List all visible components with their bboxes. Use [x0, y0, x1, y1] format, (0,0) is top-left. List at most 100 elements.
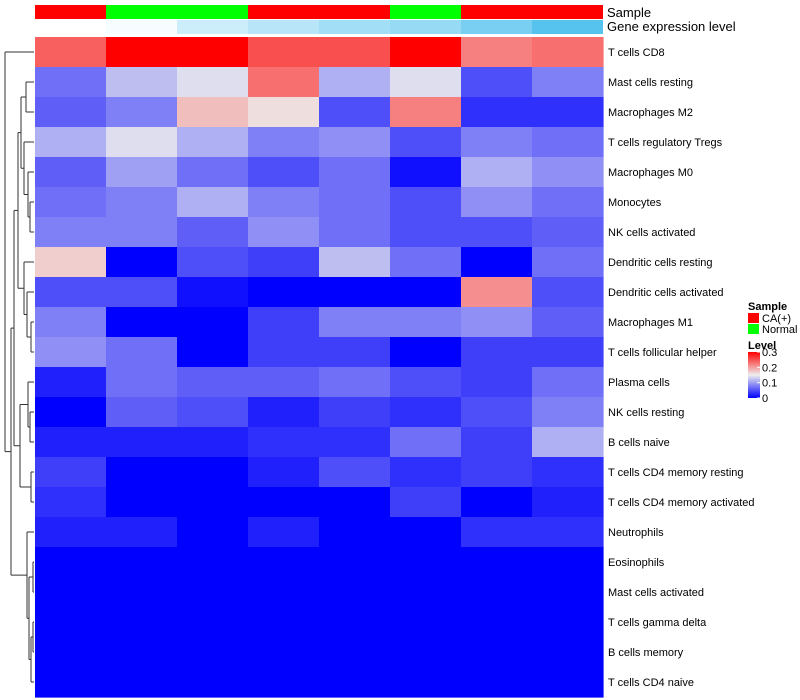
heatmap-cell: [319, 607, 391, 638]
heatmap-cell: [106, 517, 178, 548]
heatmap-cell: [177, 367, 249, 398]
sample-annotation-cell: [319, 5, 390, 19]
heatmap-cell: [106, 397, 178, 428]
heatmap-cell: [177, 487, 249, 518]
level-colorbar: [748, 352, 760, 398]
heatmap-cell: [319, 457, 391, 488]
heatmap-cell: [390, 247, 462, 278]
heatmap-cell: [35, 127, 107, 158]
heatmap-cell: [461, 307, 533, 338]
heatmap-cell: [461, 397, 533, 428]
heatmap-cell: [248, 427, 320, 458]
sample-annotation-cell: [532, 5, 603, 19]
gene-expression-annotation-label: Gene expression level: [607, 19, 736, 34]
heatmap-cell: [319, 67, 391, 98]
heatmap-cell: [532, 37, 604, 68]
heatmap-cell: [390, 97, 462, 128]
sample-legend-label: CA(+): [762, 313, 791, 325]
heatmap-cell: [461, 667, 533, 698]
heatmap-cell: [248, 487, 320, 518]
heatmap-cell: [532, 577, 604, 608]
heatmap-cell: [248, 367, 320, 398]
heatmap-cell: [35, 37, 107, 68]
heatmap-cell: [461, 67, 533, 98]
row-label: Plasma cells: [608, 377, 670, 389]
heatmap-cell: [319, 247, 391, 278]
heatmap-cell: [106, 457, 178, 488]
heatmap-cell: [35, 607, 107, 638]
heatmap-cell: [390, 67, 462, 98]
heatmap-cell: [106, 247, 178, 278]
heatmap-cell: [461, 367, 533, 398]
heatmap-cell: [390, 517, 462, 548]
heatmap-cell: [35, 97, 107, 128]
heatmap-cell: [106, 637, 178, 668]
heatmap-cell: [319, 37, 391, 68]
heatmap-cell: [248, 307, 320, 338]
heatmap-cell: [532, 637, 604, 668]
heatmap-cell: [106, 337, 178, 368]
heatmap-cell: [106, 97, 178, 128]
row-label: Mast cells resting: [608, 77, 693, 89]
heatmap-cell: [390, 487, 462, 518]
heatmap-cell: [35, 487, 107, 518]
heatmap-cell: [177, 187, 249, 218]
heatmap-cell: [35, 457, 107, 488]
heatmap-cell: [106, 607, 178, 638]
heatmap-cell: [532, 397, 604, 428]
row-label: NK cells activated: [608, 227, 695, 239]
row-label: Monocytes: [608, 197, 662, 209]
heatmap-cell: [532, 127, 604, 158]
row-label: NK cells resting: [608, 407, 684, 419]
heatmap-cell: [532, 307, 604, 338]
heatmap-cell: [35, 157, 107, 188]
heatmap-cell: [461, 277, 533, 308]
heatmap-cell: [461, 157, 533, 188]
gene-expression-annotation-cell: [106, 20, 177, 34]
heatmap-cell: [319, 157, 391, 188]
heatmap-cell: [461, 127, 533, 158]
heatmap-cell: [319, 547, 391, 578]
gene-expression-annotation-cell: [177, 20, 248, 34]
heatmap-cell: [390, 577, 462, 608]
heatmap-cell: [106, 547, 178, 578]
heatmap-cell: [106, 487, 178, 518]
heatmap-cell: [319, 277, 391, 308]
heatmap-cell: [35, 577, 107, 608]
heatmap-cell: [461, 337, 533, 368]
heatmap-cell: [390, 217, 462, 248]
heatmap-cell: [319, 97, 391, 128]
heatmap-cell: [177, 667, 249, 698]
heatmap-cell: [461, 457, 533, 488]
heatmap-cell: [461, 577, 533, 608]
heatmap-cell: [35, 367, 107, 398]
heatmap-cell: [35, 667, 107, 698]
heatmap-cell: [461, 637, 533, 668]
heatmap-cell: [319, 487, 391, 518]
heatmap-cell: [390, 637, 462, 668]
row-label: T cells gamma delta: [608, 617, 707, 629]
gene-expression-annotation-cell: [248, 20, 319, 34]
row-dendrogram: [4, 51, 34, 683]
heatmap-cell: [390, 457, 462, 488]
level-tick-label: 0: [762, 393, 768, 405]
heatmap-cell: [35, 517, 107, 548]
heatmap-cell: [532, 67, 604, 98]
heatmap-cell: [248, 127, 320, 158]
heatmap-cell: [248, 517, 320, 548]
heatmap-cell: [532, 517, 604, 548]
row-label: T cells CD8: [608, 47, 665, 59]
heatmap-cell: [248, 667, 320, 698]
heatmap-cell: [106, 157, 178, 188]
row-label: T cells CD4 naive: [608, 677, 694, 689]
row-label: T cells CD4 memory resting: [608, 467, 744, 479]
heatmap-cell: [177, 217, 249, 248]
heatmap-cell: [248, 67, 320, 98]
heatmap-cell: [319, 307, 391, 338]
heatmap-cell: [532, 607, 604, 638]
heatmap-cell: [35, 67, 107, 98]
heatmap-cell: [248, 37, 320, 68]
heatmap-cell: [390, 187, 462, 218]
heatmap-cell: [390, 547, 462, 578]
